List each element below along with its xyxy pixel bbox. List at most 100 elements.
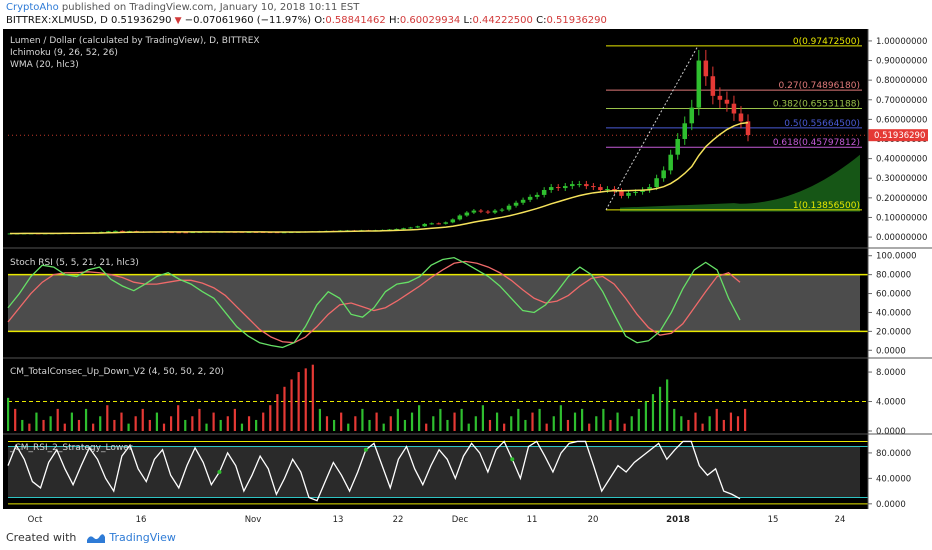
candle-body — [640, 190, 645, 192]
consec-bar — [84, 408, 88, 431]
consec-bar — [680, 416, 683, 431]
consec-bar — [42, 419, 45, 431]
fib-label: 0.27(0.74896180) — [779, 81, 860, 91]
candle-body — [647, 187, 652, 190]
consec-bar — [460, 408, 463, 431]
consec-bar — [155, 412, 159, 431]
consec-pane[interactable] — [7, 364, 868, 431]
candle-body — [668, 154, 673, 171]
consec-bar — [644, 401, 647, 431]
fib-trend-line — [605, 45, 699, 211]
consec-bar — [446, 419, 449, 431]
consec-bar — [425, 423, 428, 431]
publish-info: published on TradingView.com, January 10… — [61, 2, 360, 13]
consec-bar — [566, 419, 570, 431]
consec-bar — [233, 408, 236, 431]
tradingview-brand[interactable]: TradingView — [109, 531, 176, 544]
open-value: 0.58841462 — [325, 15, 386, 26]
candle-body — [401, 228, 406, 230]
consec-bar — [361, 408, 364, 431]
consec-bar — [538, 408, 541, 431]
candle-body — [570, 184, 575, 187]
time-axis-label: 2018 — [666, 515, 690, 525]
consec-bar — [382, 423, 385, 431]
fib-label: 1(0.13856500) — [793, 201, 860, 211]
consec-bar — [198, 408, 201, 431]
stoch-rsi-pane[interactable] — [7, 256, 868, 349]
stoch-axis-label: 80.0000 — [876, 271, 911, 281]
consec-bar — [269, 405, 272, 431]
consec-bar — [347, 423, 350, 431]
consec-bar — [297, 372, 300, 431]
candle-body — [710, 76, 716, 96]
consec-bar — [630, 416, 633, 431]
rsi2-pane[interactable] — [7, 440, 868, 505]
candle-body — [408, 227, 413, 229]
consec-bar — [588, 423, 591, 431]
candle-body — [471, 210, 477, 213]
candle-body — [183, 232, 188, 234]
consec-bar — [70, 412, 73, 431]
consec-bar — [99, 416, 102, 431]
candle-body — [485, 211, 491, 213]
price-axis-label: 0.40000000 — [876, 155, 927, 165]
consec-bar — [92, 423, 95, 431]
stoch-axis-label: 100.0000 — [876, 252, 917, 262]
consec-bar — [510, 416, 513, 431]
chart-canvas[interactable]: 0(0.97472500) 0.27(0.74896180) 0.382(0.655… — [0, 29, 932, 528]
price-axis-label: 1.00000000 — [876, 37, 927, 47]
candle-body — [113, 230, 118, 232]
candle-body — [429, 223, 434, 225]
consec-bar — [56, 408, 59, 431]
consec-bar — [205, 423, 208, 431]
candle-body — [415, 226, 420, 228]
price-pane[interactable]: 0(0.97472500) 0.27(0.74896180) 0.382(0.655… — [7, 37, 868, 235]
consec-bar — [503, 423, 506, 431]
consec-bar — [247, 416, 251, 431]
consec-bar — [453, 412, 456, 431]
candle-body — [394, 228, 399, 230]
consec-bar — [375, 412, 378, 431]
consec-bar — [311, 364, 314, 431]
stoch-label: Stoch RSI (5, 5, 21, 21, hlc3) — [10, 258, 139, 268]
consec-bar — [325, 416, 329, 431]
consec-bar — [439, 408, 442, 431]
time-axis-label: 22 — [393, 515, 404, 525]
candle-body — [731, 103, 737, 114]
candle-body — [605, 189, 610, 191]
consec-bar — [304, 368, 307, 431]
consec-bar — [219, 419, 222, 431]
consec-bar — [432, 416, 435, 431]
consec-bar — [729, 412, 733, 431]
candle-body — [120, 230, 125, 232]
consec-bar — [531, 412, 534, 431]
candle-body — [696, 60, 702, 108]
consec-bar — [715, 408, 718, 431]
author-link[interactable]: CryptoAho — [6, 2, 59, 13]
candle-body — [541, 190, 547, 195]
price-axis-label: 0.10000000 — [876, 213, 927, 223]
consec-bar — [141, 408, 144, 431]
fib-label: 0(0.97472500) — [793, 37, 860, 47]
main-indicator-title: Lumen / Dollar (calculated by TradingVie… — [10, 36, 260, 46]
fib-label: 0.618(0.45797812) — [773, 138, 860, 148]
open-label: O: — [314, 15, 326, 26]
consec-bar — [332, 419, 336, 431]
candle-body — [654, 178, 659, 188]
consec-bar — [262, 412, 265, 431]
consec-bar — [226, 416, 229, 431]
consec-bar — [744, 408, 747, 431]
high-value: 0.60029934 — [399, 15, 461, 26]
consec-bar — [694, 412, 697, 431]
chart-background — [3, 29, 868, 509]
consec-bar — [403, 419, 407, 431]
candle-body — [506, 205, 512, 210]
consec-bar — [276, 394, 279, 431]
rsi2-signal-dot — [363, 447, 368, 452]
consec-bar — [673, 408, 676, 431]
consec-bar — [283, 386, 286, 431]
symbol-line: BITTREX:XLMUSD, D 0.51936290 ▼ −0.070619… — [6, 15, 607, 26]
consec-bar — [524, 419, 527, 431]
close-label: C: — [536, 15, 547, 26]
